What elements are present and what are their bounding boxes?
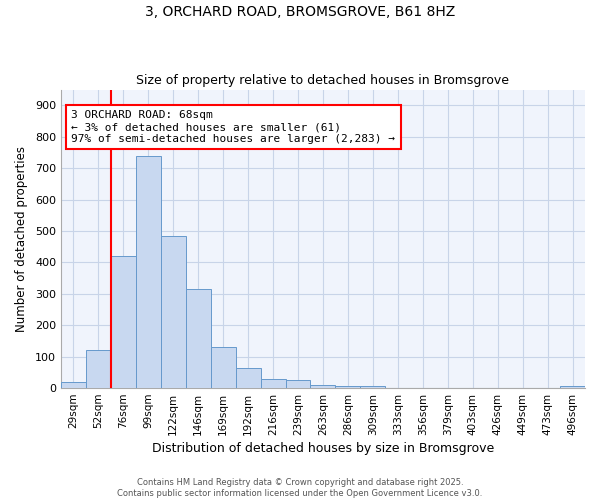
Text: 3 ORCHARD ROAD: 68sqm
← 3% of detached houses are smaller (61)
97% of semi-detac: 3 ORCHARD ROAD: 68sqm ← 3% of detached h…: [71, 110, 395, 144]
Bar: [211, 347, 236, 388]
Text: 3, ORCHARD ROAD, BROMSGROVE, B61 8HZ: 3, ORCHARD ROAD, BROMSGROVE, B61 8HZ: [145, 5, 455, 19]
Bar: [335, 386, 361, 388]
Bar: [61, 382, 86, 388]
Bar: [186, 289, 211, 388]
Bar: [161, 236, 186, 388]
Title: Size of property relative to detached houses in Bromsgrove: Size of property relative to detached ho…: [136, 74, 509, 87]
Bar: [286, 380, 310, 388]
Text: Contains HM Land Registry data © Crown copyright and database right 2025.
Contai: Contains HM Land Registry data © Crown c…: [118, 478, 482, 498]
Bar: [111, 256, 136, 388]
Bar: [361, 386, 385, 388]
Bar: [236, 368, 260, 388]
X-axis label: Distribution of detached houses by size in Bromsgrove: Distribution of detached houses by size …: [152, 442, 494, 455]
Y-axis label: Number of detached properties: Number of detached properties: [15, 146, 28, 332]
Bar: [260, 378, 286, 388]
Bar: [136, 156, 161, 388]
Bar: [310, 385, 335, 388]
Bar: [560, 386, 585, 388]
Bar: [86, 350, 111, 388]
